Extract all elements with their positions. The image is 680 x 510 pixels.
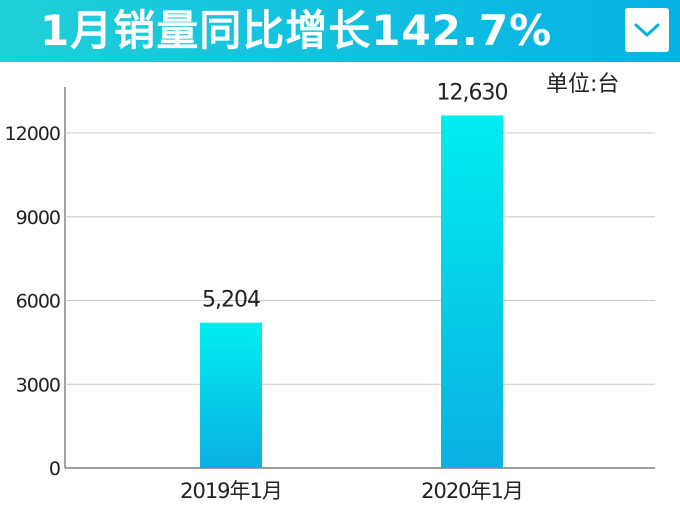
chevron-down-icon (634, 23, 660, 37)
y-tick-label: 0 (49, 458, 60, 480)
dropdown-button[interactable] (625, 8, 669, 52)
bar (200, 322, 262, 468)
page-title: 1月销量同比增长142.7% (40, 6, 553, 55)
bar-chart: 0 3000 6000 9000 12000 5,204 2019年1月 12,630 2020… (5, 80, 655, 503)
x-tick-label: 2019年1月 (180, 479, 282, 503)
data-label: 5,204 (202, 288, 260, 313)
x-tick-label: 2020年1月 (421, 479, 523, 503)
header-banner: 1月销量同比增长142.7% (0, 0, 680, 62)
y-tick-label: 9000 (16, 207, 60, 229)
bar (441, 115, 503, 468)
y-tick-label: 12000 (5, 123, 60, 145)
unit-label: 单位:台 (546, 72, 620, 97)
y-tick-label: 3000 (16, 374, 60, 396)
data-label: 12,630 (437, 80, 508, 105)
y-tick-label: 6000 (16, 291, 60, 313)
